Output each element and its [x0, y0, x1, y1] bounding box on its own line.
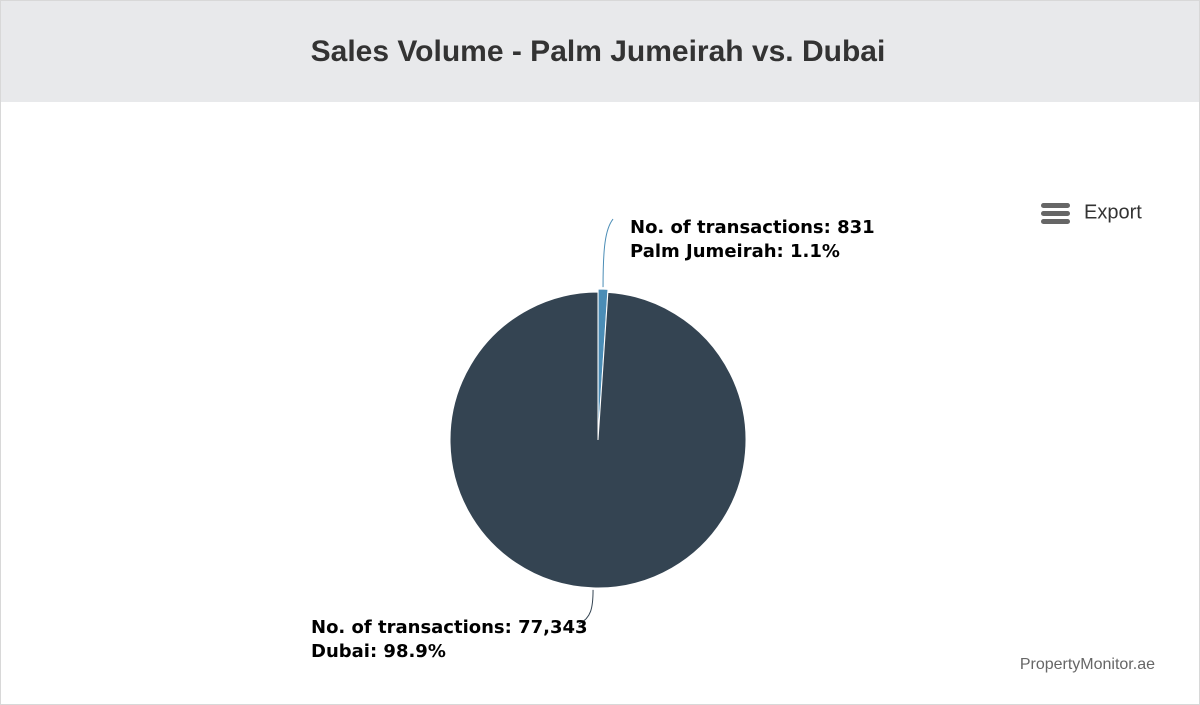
data-label: No. of transactions: 77,343 [311, 617, 588, 638]
connector [578, 589, 594, 625]
export-button[interactable]: Export [1041, 201, 1142, 224]
menu-icon-bar [1041, 219, 1070, 224]
export-label[interactable]: Export [1084, 201, 1142, 223]
menu-icon-bar [1041, 203, 1070, 208]
credit: PropertyMonitor.ae [1020, 656, 1155, 673]
connector [602, 218, 614, 288]
data-label: No. of transactions: 831 [630, 217, 875, 238]
pie-slice [449, 291, 747, 589]
menu-icon-bar [1041, 211, 1070, 216]
data-label: Dubai: 98.9% [311, 641, 446, 662]
header [1, 1, 1199, 102]
chart-title: Sales Volume - Palm Jumeirah vs. Dubai [311, 35, 886, 68]
data-label: Palm Jumeirah: 1.1% [630, 241, 840, 262]
